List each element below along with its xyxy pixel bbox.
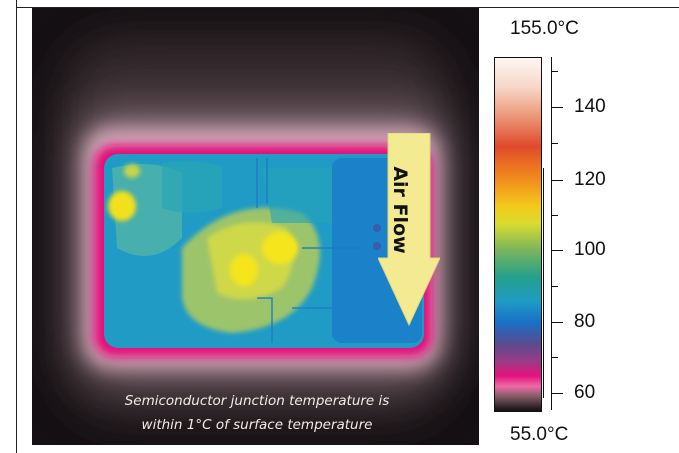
minor-tick (551, 286, 558, 287)
tick-mark (551, 107, 563, 108)
tick-mark (551, 393, 563, 394)
tick-label-60: 60 (574, 382, 596, 403)
tick-mark (551, 180, 563, 181)
scale-max-label: 155.0°C (510, 18, 579, 39)
figure-frame (16, 0, 679, 453)
tick-label-100: 100 (574, 239, 606, 260)
caption-line-1: Semiconductor junction temperature is (124, 393, 390, 409)
temperature-colorbar (494, 57, 542, 412)
minor-tick (551, 215, 558, 216)
airflow-arrow-icon (378, 133, 440, 327)
scale-axis-line (551, 57, 552, 410)
scale-min-label: 55.0°C (510, 424, 569, 445)
minor-tick (551, 357, 558, 358)
tick-label-80: 80 (574, 311, 596, 332)
tick-mark (551, 322, 563, 323)
tick-label-140: 140 (574, 96, 606, 117)
tick-mark (551, 250, 563, 251)
top-border (16, 7, 679, 8)
minor-tick (551, 143, 558, 144)
tick-label-120: 120 (574, 169, 606, 190)
airflow-label: Air Flow (389, 166, 411, 254)
minor-tick (551, 71, 558, 72)
caption-line-2: within 1°C of surface temperature (141, 417, 373, 433)
range-bracket-line (543, 168, 544, 398)
